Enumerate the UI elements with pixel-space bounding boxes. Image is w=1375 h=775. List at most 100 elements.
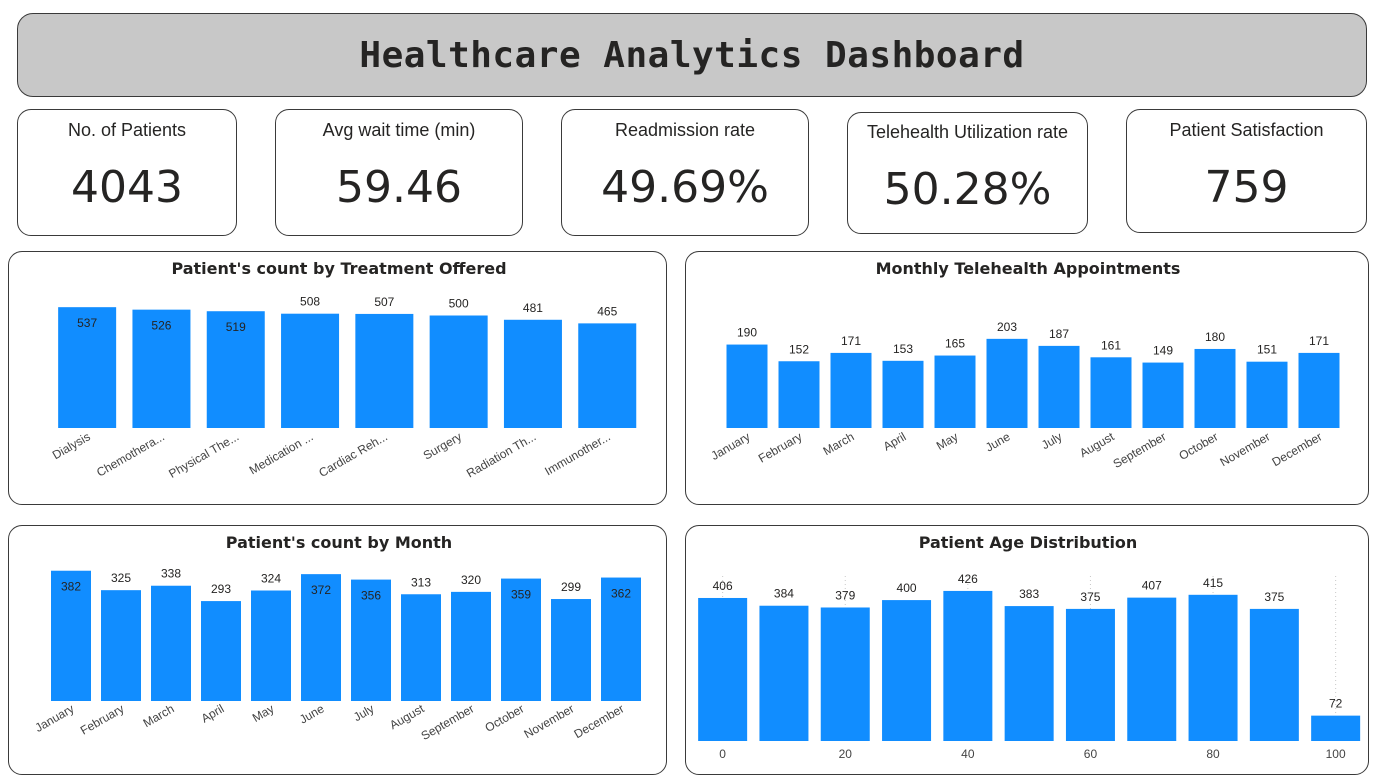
telehealth-chart-panel[interactable]: Monthly Telehealth Appointments 190 Januar… [685,251,1369,505]
data-label: 320 [461,573,481,587]
treatment-chart: Patient's count by Treatment Offered 537 D… [50,259,637,481]
bar [401,594,441,701]
data-label: 372 [311,583,331,597]
bar [151,585,191,701]
bar [1004,606,1054,741]
bar [1142,362,1184,428]
category-label: Chemothera... [94,429,167,479]
telehealth-chart: Monthly Telehealth Appointments 190 Januar… [709,259,1340,471]
bar [1249,608,1299,741]
bar [429,315,488,428]
data-label: 507 [374,295,394,309]
category-label: Cardiac Reh... [316,429,389,479]
dashboard-title: Healthcare Analytics Dashboard [359,34,1025,76]
x-tick-label: 0 [719,747,726,761]
data-label: 203 [997,320,1017,334]
bar [759,605,809,741]
data-label: 375 [1264,590,1284,604]
bar [251,590,291,701]
category-label: October [1177,429,1221,462]
category-label: November [1218,429,1273,469]
bar [820,607,870,741]
bar [1246,361,1288,428]
kpi-card-wait-time[interactable]: Avg wait time (min) 59.46 [275,109,523,236]
data-label: 379 [835,588,855,602]
data-label: 152 [789,342,809,356]
x-tick-label: 100 [1326,747,1346,761]
kpi-value: 4043 [71,162,183,213]
kpi-card-telehealth[interactable]: Telehealth Utilization rate 50.28% [847,112,1088,234]
bar [551,599,591,701]
dashboard-header: Healthcare Analytics Dashboard [17,13,1367,97]
category-label: January [709,429,753,462]
data-label: 384 [774,587,794,601]
data-label: 526 [151,319,171,333]
age-chart-panel[interactable]: Patient Age Distribution 0 20 40 60 80 100 406 3… [685,525,1369,775]
bar [58,307,117,428]
bar [355,313,414,428]
data-label: 187 [1049,327,1069,341]
data-label: 415 [1203,576,1223,590]
data-label: 325 [111,571,131,585]
x-tick-label: 20 [839,747,853,761]
kpi-label: Avg wait time (min) [322,120,476,140]
category-label: Medication ... [247,429,316,477]
x-tick-label: 80 [1206,747,1220,761]
data-label: 500 [449,297,469,311]
category-label: Radiation Th... [464,429,538,480]
kpi-label: Telehealth Utilization rate [866,122,1069,142]
bar [206,311,265,428]
kpi-card-readmission[interactable]: Readmission rate 49.69% [561,109,809,236]
bar [943,590,993,741]
bar [578,323,637,428]
category-label: August [387,701,427,732]
category-label: May [934,429,961,452]
category-label: Surgery [421,429,464,462]
x-tick-label: 60 [1084,747,1098,761]
bar [101,590,141,701]
category-label: March [821,429,857,458]
kpi-card-patients[interactable]: No. of Patients 4043 [17,109,237,236]
bar [1298,352,1340,428]
data-label: 313 [411,575,431,589]
data-label: 153 [893,342,913,356]
bar [1188,594,1238,741]
category-label: August [1077,429,1117,460]
category-label: September [419,701,477,742]
kpi-card-satisfaction[interactable]: Patient Satisfaction 759 [1126,109,1367,233]
bar [351,579,391,701]
category-label: July [1039,429,1064,452]
bar [503,319,562,428]
age-chart: Patient Age Distribution 0 20 40 60 80 100 406 3… [698,533,1361,761]
category-label: February [78,701,127,737]
category-label: December [1270,429,1325,469]
month-chart-panel[interactable]: Patient's count by Month 382 January 325 Feb… [8,525,667,775]
bar [882,600,932,741]
chart-title: Monthly Telehealth Appointments [876,259,1181,278]
kpi-value: 759 [1204,162,1289,213]
month-chart: Patient's count by Month 382 January 325 Feb… [33,533,641,743]
category-label: April [199,701,227,725]
bar [281,313,340,428]
kpi-value: 49.69% [601,162,769,213]
category-label: March [141,701,177,730]
category-label: February [756,429,805,465]
bar [501,578,541,701]
data-label: 299 [561,580,581,594]
chart-title: Patient Age Distribution [919,533,1138,552]
bar [1038,345,1080,428]
bar [934,355,976,428]
treatment-chart-panel[interactable]: Patient's count by Treatment Offered 537 D… [8,251,667,505]
data-label: 165 [945,337,965,351]
data-label: 356 [361,589,381,603]
data-label: 375 [1080,590,1100,604]
bar [201,601,241,701]
category-label: June [297,701,327,726]
data-label: 293 [211,582,231,596]
bar [778,361,820,428]
bar [601,577,641,701]
category-label: November [522,701,577,741]
data-label: 180 [1205,330,1225,344]
bar [986,338,1028,428]
bar [132,309,191,428]
